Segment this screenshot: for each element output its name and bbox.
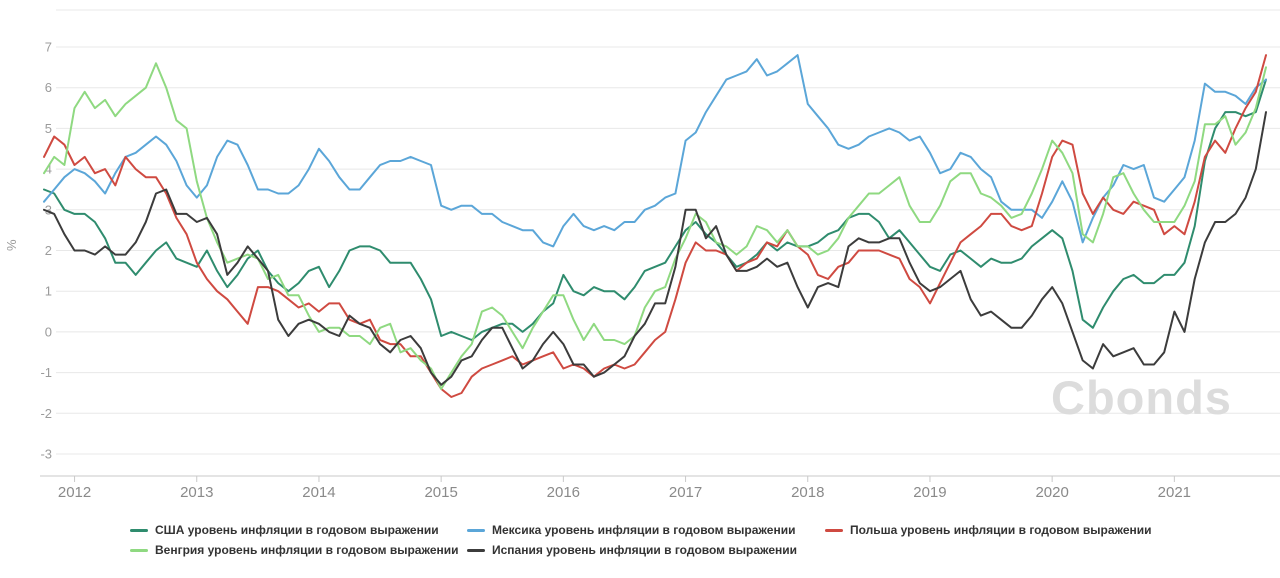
x-axis-label-2013: 2013 <box>180 484 213 501</box>
x-axis-label-2021: 2021 <box>1158 484 1191 501</box>
y-axis-label-7: 7 <box>45 40 52 55</box>
series-line-poland[interactable] <box>43 54 1267 398</box>
x-axis-label-2016: 2016 <box>547 484 580 501</box>
y-axis-label-6: 6 <box>45 80 52 95</box>
y-axis-label-2: 2 <box>45 243 52 258</box>
x-axis-label-2014: 2014 <box>302 484 335 501</box>
y-axis-label--3: -3 <box>40 447 52 462</box>
y-axis-label--1: -1 <box>40 365 52 380</box>
x-axis-label-2015: 2015 <box>424 484 457 501</box>
legend-item-poland[interactable]: Польша уровень инфляции в годовом выраже… <box>825 521 1152 539</box>
legend-item-spain[interactable]: Испания уровень инфляции в годовом выраж… <box>467 541 797 559</box>
x-axis-label-2020: 2020 <box>1035 484 1068 501</box>
legend-item-usa[interactable]: США уровень инфляции в годовом выражении <box>130 521 439 539</box>
legend-swatch-mexico <box>467 528 485 532</box>
x-axis-label-2017: 2017 <box>669 484 702 501</box>
legend-swatch-usa <box>130 528 148 532</box>
y-axis-unit-label: % <box>4 239 19 251</box>
series-line-spain[interactable] <box>43 111 1267 386</box>
y-axis-label-5: 5 <box>45 121 52 136</box>
legend-label-poland: Польша уровень инфляции в годовом выраже… <box>850 523 1152 537</box>
y-axis-label-4: 4 <box>45 162 52 177</box>
legend-label-hungary: Венгрия уровень инфляции в годовом выраж… <box>155 543 459 557</box>
x-axis-label-2019: 2019 <box>913 484 946 501</box>
legend-swatch-spain <box>467 548 485 552</box>
y-axis-label--2: -2 <box>40 406 52 421</box>
legend-item-hungary[interactable]: Венгрия уровень инфляции в годовом выраж… <box>130 541 459 559</box>
series-line-mexico[interactable] <box>43 54 1267 248</box>
series-line-hungary[interactable] <box>43 62 1267 390</box>
legend-swatch-poland <box>825 528 843 532</box>
legend-item-mexico[interactable]: Мексика уровень инфляции в годовом выраж… <box>467 521 795 539</box>
cbonds-watermark: Cbonds <box>1051 371 1232 424</box>
chart-plot-area: 7 6 5 4 3 2 1 0 -1 -2 -3 2012 2013 2014 2015 2016 2017 20… <box>40 9 1280 501</box>
legend-swatch-hungary <box>130 548 148 552</box>
legend-label-spain: Испания уровень инфляции в годовом выраж… <box>492 543 798 557</box>
y-axis-label-3: 3 <box>45 202 52 217</box>
x-axis-label-2012: 2012 <box>58 484 91 501</box>
legend-label-usa: США уровень инфляции в годовом выражении <box>155 523 439 537</box>
y-axis-label-1: 1 <box>45 284 52 299</box>
legend-label-mexico: Мексика уровень инфляции в годовом выраж… <box>492 523 796 537</box>
y-axis-label-0: 0 <box>45 324 52 339</box>
series-line-usa[interactable] <box>43 78 1267 341</box>
x-axis-label-2018: 2018 <box>791 484 824 501</box>
